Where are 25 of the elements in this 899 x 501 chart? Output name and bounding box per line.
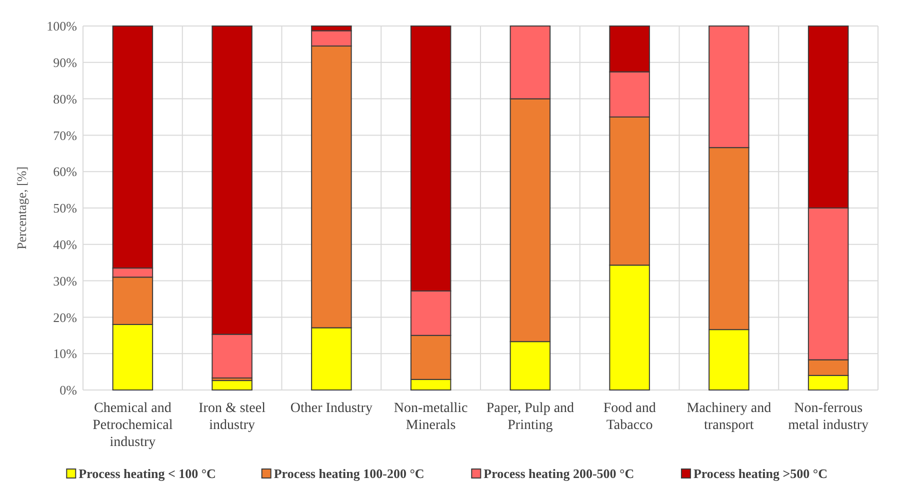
x-tick-label: Non-metallic Minerals [394,401,468,433]
x-tick-label: Iron & steel industry [198,401,266,433]
x-tick-label: Food and Tabacco [603,401,656,433]
x-tick-label: Non-ferrous metal industry [788,401,869,433]
y-tick-label: 30% [53,273,78,288]
x-tick-label: Chemical and Petrochemical industry [92,401,173,450]
y-tick-label: 100% [46,18,78,34]
legend-label: Process heating 200-500 °C [484,466,634,481]
y-tick-label: 80% [53,91,78,106]
legend-label: Process heating >500 °C [693,466,828,481]
bar [212,380,252,390]
y-tick-label: 50% [53,200,78,216]
x-tick-label: Machinery and transport [686,401,772,433]
y-tick-label: 10% [53,346,78,362]
x-tick-label: Paper, Pulp and Printing [486,401,574,433]
y-tick-label: 0% [60,382,78,398]
y-tick-label: 20% [53,310,78,325]
legend-label: Process heating < 100 °C [78,466,216,481]
y-tick-label: 90% [53,54,78,70]
legend-label: Process heating 100-200 °C [274,466,424,481]
y-tick-label: 70% [53,128,78,143]
y-tick-label: 60% [53,164,78,180]
y-axis-title: Percentage, [%] [14,166,29,250]
x-tick-label: Other Industry [290,401,372,416]
y-tick-label: 40% [53,236,78,252]
